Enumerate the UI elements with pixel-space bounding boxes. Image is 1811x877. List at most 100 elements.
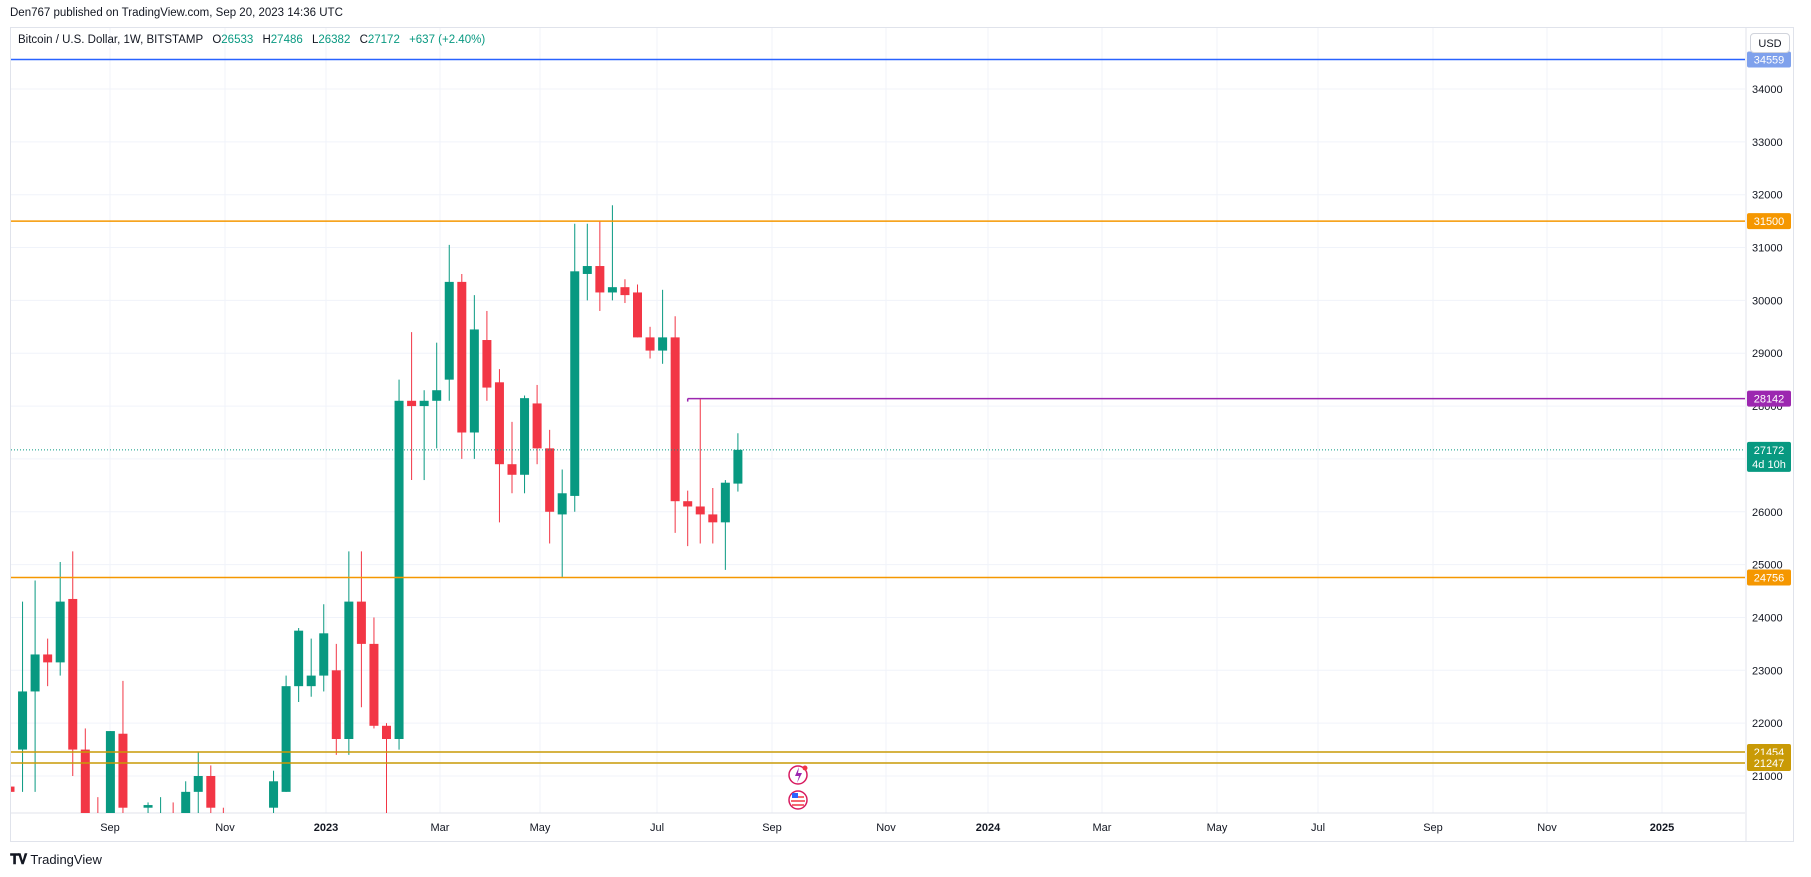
y-tick-label: 32000	[1752, 190, 1783, 202]
symbol-legend: Bitcoin / U.S. Dollar, 1W, BITSTAMP O265…	[18, 34, 485, 46]
candle-body	[269, 781, 279, 808]
y-tick-label: 24000	[1752, 612, 1783, 624]
level-price-badge	[1747, 390, 1791, 407]
currency-button[interactable]: USD	[1750, 33, 1790, 53]
x-tick-label: May	[1207, 822, 1228, 834]
y-tick-label: 25000	[1752, 560, 1783, 572]
flag-canton-icon	[792, 793, 798, 798]
footer-brand-label: TradingView	[30, 852, 102, 867]
candle-body	[319, 633, 329, 676]
y-tick-label: 21000	[1752, 771, 1783, 783]
level-price-badge	[1747, 51, 1791, 68]
candle-body	[708, 514, 718, 523]
high-label: H	[262, 34, 271, 46]
candle-body	[356, 601, 366, 644]
candle-body	[105, 731, 115, 813]
x-tick-label: May	[530, 822, 551, 834]
y-tick-label: 33000	[1752, 137, 1783, 149]
candle-body	[557, 493, 567, 515]
x-tick-label: 2023	[314, 822, 338, 834]
candle-body	[344, 601, 354, 740]
open-label: O	[212, 34, 222, 46]
x-tick-label: Nov	[215, 822, 235, 834]
tradingview-logo-icon: 𝐓𝐕	[10, 851, 27, 867]
chart-pane[interactable]	[10, 27, 1794, 842]
candle-body	[394, 400, 404, 740]
candle-body	[382, 725, 391, 740]
candle-body	[93, 812, 103, 813]
last-price-badge	[1747, 441, 1791, 472]
candle-body	[55, 601, 65, 663]
x-tick-label: Jul	[1311, 822, 1325, 834]
x-tick-label: Sep	[100, 822, 120, 834]
bar-countdown-label: 4d 10h	[1752, 459, 1786, 471]
candle-body	[419, 400, 429, 407]
level-price-label: 24756	[1754, 573, 1785, 585]
x-tick-label: Nov	[876, 822, 896, 834]
candle-body	[68, 598, 78, 750]
candle-body	[156, 812, 166, 813]
candle-body	[306, 675, 316, 687]
candle-body	[720, 482, 730, 523]
high-value: 27486	[270, 34, 303, 46]
low-value: 26382	[318, 34, 351, 46]
candle-body	[231, 834, 240, 839]
candle-body	[645, 337, 655, 351]
footer-brand[interactable]: 𝐓𝐕 TradingView	[10, 851, 102, 868]
candle-body	[733, 449, 743, 484]
candle-body	[168, 812, 178, 813]
close-label: C	[359, 34, 368, 46]
candle-body	[507, 464, 517, 475]
x-tick-label: Sep	[762, 822, 782, 834]
y-tick-label: 26000	[1752, 507, 1783, 519]
symbol-description: Bitcoin / U.S. Dollar, 1W, BITSTAMP	[18, 34, 204, 46]
close-value: 27172	[367, 34, 400, 46]
y-tick-label: 31000	[1752, 243, 1783, 255]
candle-body	[633, 292, 642, 338]
candle-body	[570, 271, 580, 496]
candle-body	[11, 786, 15, 792]
level-price-label: 21247	[1754, 758, 1785, 770]
candle-body	[18, 691, 28, 750]
candle-body	[181, 791, 191, 813]
level-price-badge	[1747, 569, 1791, 586]
candle-body	[80, 749, 90, 813]
level-price-label: 34559	[1754, 54, 1785, 66]
candle-body	[469, 329, 479, 433]
candle-body	[281, 686, 291, 792]
candle-body	[218, 812, 228, 813]
candle-body	[444, 281, 454, 380]
candle-body	[658, 337, 668, 351]
low-label: L	[311, 34, 319, 46]
level-price-badge	[1747, 754, 1791, 771]
x-tick-label: 2025	[1650, 822, 1674, 834]
candle-body	[482, 340, 492, 388]
candle-body	[244, 839, 253, 860]
y-tick-label: 22000	[1752, 718, 1783, 730]
candle-body	[193, 776, 203, 792]
candle-body	[294, 630, 304, 687]
candle-body	[683, 501, 693, 507]
candle-body	[131, 812, 140, 813]
candle-body	[331, 670, 341, 740]
candle-body	[494, 382, 504, 465]
candle-body	[520, 398, 530, 475]
candle-body	[695, 506, 705, 515]
publisher-line: Den767 published on TradingView.com, Sep…	[10, 7, 343, 19]
candle-body	[432, 390, 442, 401]
candle-body	[43, 654, 53, 663]
candle-body	[607, 287, 617, 293]
candle-body	[30, 654, 40, 692]
candle-body	[582, 266, 592, 274]
candle-body	[545, 448, 555, 512]
notification-dot-icon	[802, 765, 808, 771]
candle-body	[118, 733, 128, 808]
candle-body	[620, 287, 630, 296]
x-tick-label: Jul	[650, 822, 664, 834]
y-tick-label: 29000	[1752, 348, 1783, 360]
candle-body	[206, 776, 216, 808]
candle-body	[143, 805, 153, 808]
level-price-badge	[1747, 213, 1791, 230]
candles-group	[11, 205, 743, 860]
